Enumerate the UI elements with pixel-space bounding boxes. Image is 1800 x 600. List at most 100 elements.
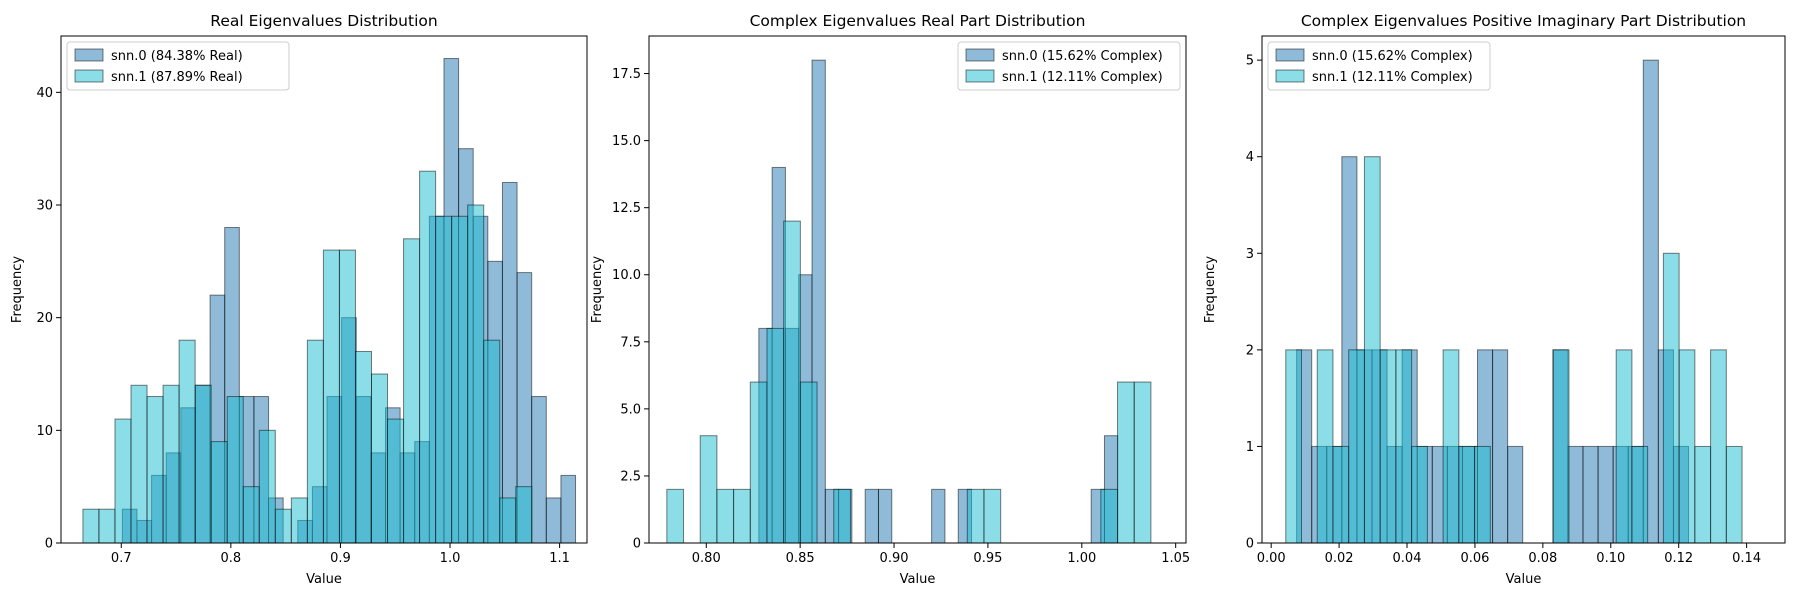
histogram-bar <box>699 435 718 544</box>
legend-label: snn.0 (15.62% Complex) <box>1312 49 1473 64</box>
histogram-bar <box>130 384 148 544</box>
histogram-bar <box>178 339 196 544</box>
histogram-bar <box>749 381 768 544</box>
histogram-bar <box>1474 445 1491 544</box>
x-tick-label: 0.08 <box>1528 551 1557 566</box>
histogram-bar <box>290 497 308 544</box>
histogram-bar <box>1363 156 1381 544</box>
legend-frame <box>957 41 1181 91</box>
legend-label: snn.1 (12.11% Complex) <box>1312 70 1473 85</box>
chart-title: Complex Eigenvalues Positive Imaginary P… <box>1301 12 1746 30</box>
y-tick-label: 17.5 <box>612 67 641 82</box>
y-tick-label: 10.0 <box>612 268 641 283</box>
histogram-bar <box>387 418 405 544</box>
y-tick-label: 7.5 <box>620 335 641 350</box>
legend-label: snn.0 (84.38% Real) <box>111 49 243 64</box>
series-1-bars <box>1285 156 1743 544</box>
chart-panel-1: 0.80 0.85 0.90 0.95 1.00 1.05 0 2.5 5.0 7.5 10.0 12… <box>590 12 1190 587</box>
y-tick-label: 15.0 <box>612 134 641 149</box>
histogram-bar <box>403 238 421 544</box>
histogram-bar <box>1285 349 1303 544</box>
y-tick-label: 3 <box>1246 247 1254 262</box>
axes-frame <box>60 35 588 544</box>
histogram-bar <box>114 418 132 544</box>
histogram-bar <box>483 339 501 544</box>
legend-swatch <box>1275 48 1305 62</box>
histogram-bar <box>983 488 1002 544</box>
y-tick-label: 1 <box>1246 440 1254 455</box>
histogram-bar <box>733 488 751 544</box>
histogram-bar <box>1411 445 1428 544</box>
histogram-bar <box>1710 349 1727 544</box>
x-tick-label: 0.80 <box>692 551 721 566</box>
legend-swatch <box>965 69 995 83</box>
y-tick-label: 2 <box>1246 343 1254 358</box>
chart-title: Complex Eigenvalues Real Part Distributi… <box>750 12 1086 30</box>
y-axis-label: Frequency <box>10 256 25 323</box>
legend-swatch <box>74 48 104 62</box>
histogram-bar <box>226 396 244 544</box>
x-axis-label: Value <box>1506 572 1542 587</box>
axes-frame <box>648 35 1187 544</box>
histogram-bar <box>1615 349 1633 544</box>
histogram-bar <box>1133 381 1152 544</box>
histogram-bar <box>322 249 340 544</box>
x-tick-label: 0.02 <box>1325 551 1354 566</box>
histogram-bar <box>716 488 735 544</box>
histogram-bar <box>194 384 212 544</box>
histogram-bar <box>146 396 164 544</box>
series-1-bars <box>82 170 533 544</box>
histogram-bar <box>833 488 851 544</box>
y-tick-label: 0 <box>633 537 641 552</box>
histogram-bar <box>1567 445 1584 544</box>
x-axis-label: Value <box>306 572 342 587</box>
histogram-bar <box>162 384 180 544</box>
y-axis-label: Frequency <box>1203 256 1218 323</box>
x-tick-label: 0.10 <box>1596 551 1625 566</box>
y-tick-label: 10 <box>36 424 53 439</box>
y-tick-label: 0 <box>45 537 53 552</box>
histogram-bar <box>274 508 292 544</box>
x-tick-label: 0.06 <box>1460 551 1489 566</box>
histogram-bar <box>545 497 562 544</box>
y-tick-label: 30 <box>36 199 53 214</box>
y-tick-label: 2.5 <box>620 469 641 484</box>
legend-frame <box>66 41 290 91</box>
x-tick-label: 1.00 <box>1067 551 1096 566</box>
histogram-bar <box>877 488 893 544</box>
histogram-bar <box>1678 349 1696 544</box>
legend-label: snn.0 (15.62% Complex) <box>1002 49 1163 64</box>
x-tick-label: 0.14 <box>1732 551 1761 566</box>
histogram-bar <box>98 508 116 544</box>
legend-swatch <box>965 48 995 62</box>
x-tick-label: 0.9 <box>330 551 351 566</box>
x-tick-label: 0.04 <box>1393 551 1422 566</box>
chart-panel-2: 0.00 0.02 0.04 0.06 0.08 0.10 0.12 0.14 0 1 2 3 4 5 Co… <box>1203 12 1786 587</box>
histogram-bar <box>1100 488 1119 544</box>
x-tick-label: 0.90 <box>880 551 909 566</box>
histogram-bar <box>499 497 517 544</box>
y-axis-label: Frequency <box>590 256 605 323</box>
y-tick-label: 4 <box>1246 150 1254 165</box>
legend: snn.0 (84.38% Real) snn.1 (87.89% Real) <box>66 41 290 91</box>
histogram-bar <box>1395 349 1413 544</box>
legend-label: snn.1 (87.89% Real) <box>111 70 243 85</box>
chart-panel-0: 0.7 0.8 0.9 1.0 1.1 0 10 20 30 40 Real Eigenvalues… <box>10 12 588 587</box>
histogram-bar <box>82 508 100 544</box>
histogram-bar <box>864 488 879 544</box>
x-tick-label: 0.95 <box>973 551 1002 566</box>
histogram-bar <box>1379 349 1397 544</box>
y-tick-label: 20 <box>36 311 53 326</box>
legend-frame <box>1267 41 1491 91</box>
y-tick-label: 40 <box>36 86 53 101</box>
histogram-bar <box>210 441 228 544</box>
histogram-bar <box>966 488 985 544</box>
histogram-bar <box>1117 381 1135 544</box>
histogram-bar <box>1507 445 1524 544</box>
histogram-bar <box>1582 445 1599 544</box>
x-tick-label: 0.00 <box>1257 551 1286 566</box>
y-tick-label: 12.5 <box>612 201 641 216</box>
x-tick-label: 0.8 <box>221 551 242 566</box>
axes-frame <box>1261 35 1786 544</box>
